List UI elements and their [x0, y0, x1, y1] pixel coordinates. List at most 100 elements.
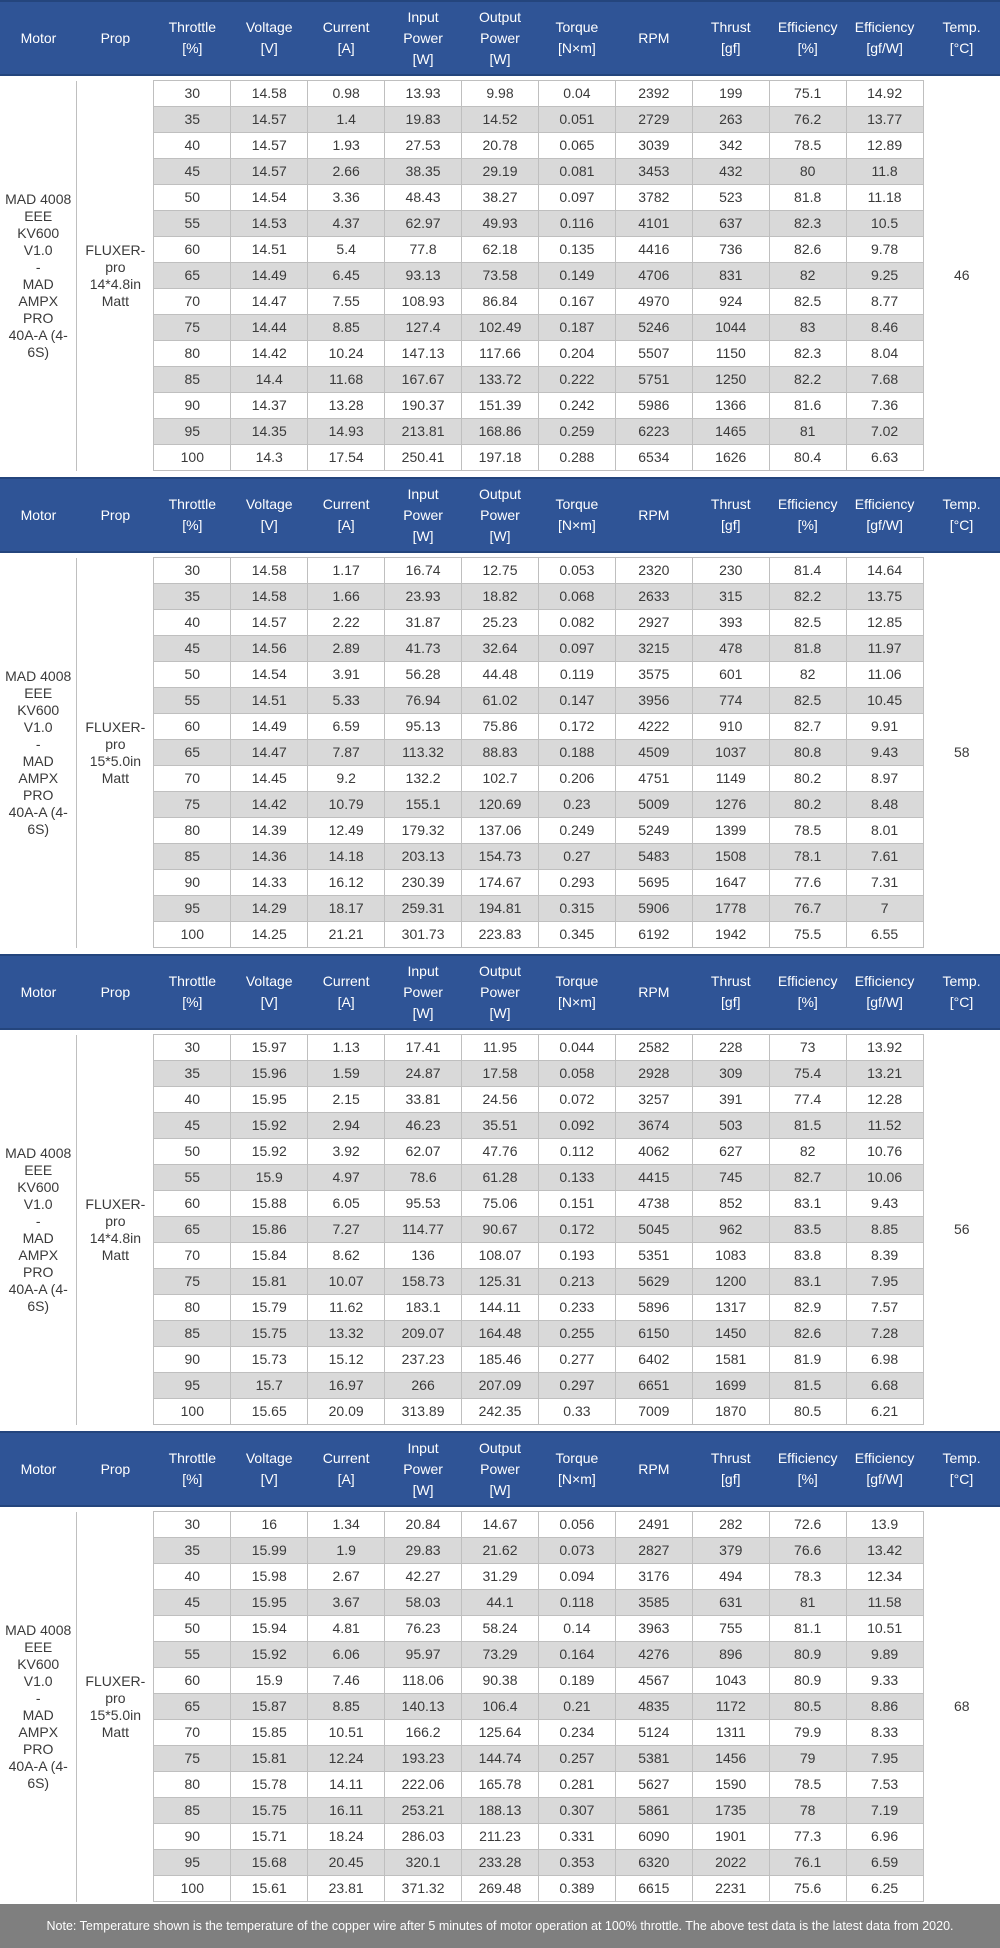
table-cell: 391: [691, 1086, 770, 1113]
table-cell: 44.1: [461, 1589, 539, 1616]
table-cell: 83.1: [768, 1268, 847, 1295]
table-cell: 230.39: [384, 869, 463, 896]
table-row: 95 15.68 20.45 320.1 233.28 0.353 6320 2022 76.1…: [0, 1849, 1000, 1876]
table-cell: 5906: [614, 895, 693, 922]
table-cell: 3.92: [307, 1138, 386, 1165]
table-row: 90 14.37 13.28 190.37 151.39 0.242 5986 1366 81.…: [0, 392, 1000, 419]
table-cell: 1317: [691, 1294, 770, 1321]
table-cell: 0.14: [537, 1615, 616, 1642]
table-cell: 1901: [691, 1823, 770, 1850]
table-cell: 76.23: [384, 1615, 463, 1642]
table-cell: 77.4: [768, 1086, 847, 1113]
table-cell: 125.64: [461, 1719, 539, 1746]
table-cell: 15.81: [230, 1268, 309, 1295]
table-cell: 168.86: [461, 418, 539, 445]
table-row: 45 15.95 3.67 58.03 44.1 0.118 3585 631 81 11.58: [0, 1589, 1000, 1616]
table-cell: 7.31: [845, 869, 924, 896]
header-row: Motor Prop Throttle [%] Voltage [V] Curr…: [0, 478, 1000, 552]
table-cell: 38.27: [461, 184, 539, 211]
table-cell: 18.17: [307, 895, 386, 922]
table-cell: 90: [153, 1823, 232, 1850]
table-row: 60 15.9 7.46 118.06 90.38 0.189 4567 1043 80.9 9.…: [0, 1667, 1000, 1694]
table-row: 80 15.79 11.62 183.1 144.11 0.233 5896 1317 82.9…: [0, 1294, 1000, 1321]
section-1-header: Motor Prop Throttle [%] Voltage [V] Curr…: [0, 0, 1000, 76]
table-cell: 203.13: [384, 843, 463, 870]
table-cell: 269.48: [461, 1875, 539, 1902]
table-cell: 65: [153, 1693, 232, 1720]
table-cell: 10.79: [307, 791, 386, 818]
table-cell: 3575: [614, 661, 693, 688]
table-cell: 193.23: [384, 1745, 463, 1772]
table-cell: 2.22: [307, 609, 386, 636]
table-cell: 6.45: [307, 262, 386, 289]
column-header-thrust: Thrust [gf]: [710, 973, 751, 1010]
table-cell: 100: [153, 1875, 232, 1902]
table-cell: 0.167: [537, 288, 616, 315]
table-cell: 85: [153, 843, 232, 870]
table-cell: 80.2: [768, 765, 847, 792]
table-row: 75 14.42 10.79 155.1 120.69 0.23 5009 1276 80.2 8…: [0, 791, 1000, 818]
table-row: 100 14.25 21.21 301.73 223.83 0.345 6192 1942 75…: [0, 921, 1000, 948]
table-cell: 1.66: [307, 583, 386, 610]
table-cell: 55: [153, 210, 232, 237]
table-cell: 222.06: [384, 1771, 463, 1798]
table-cell: 18.82: [461, 583, 539, 610]
table-cell: 223.83: [461, 921, 539, 948]
table-cell: 81.8: [768, 184, 847, 211]
table-cell: 125.31: [461, 1268, 539, 1295]
table-cell: 13.9: [845, 1511, 924, 1538]
table-cell: 0.116: [537, 210, 616, 237]
table-cell: 4738: [614, 1190, 693, 1217]
table-cell: 11.62: [307, 1294, 386, 1321]
table-cell: 3782: [614, 184, 693, 211]
table-cell: 13.77: [845, 106, 924, 133]
table-cell: 7.57: [845, 1294, 924, 1321]
table-cell: 62.18: [461, 236, 539, 263]
table-cell: 78.5: [768, 1771, 847, 1798]
table-cell: 9.25: [845, 262, 924, 289]
table-cell: 0.288: [537, 444, 616, 471]
table-cell: 4222: [614, 713, 693, 740]
table-cell: 30: [153, 1511, 232, 1538]
table-cell: 79: [768, 1745, 847, 1772]
table-cell: 5507: [614, 340, 693, 367]
table-cell: 0.33: [537, 1398, 616, 1425]
table-row: 90 14.33 16.12 230.39 174.67 0.293 5695 1647 77.…: [0, 869, 1000, 896]
column-header-thrust: Thrust [gf]: [710, 496, 751, 533]
table-cell: 147.13: [384, 340, 463, 367]
table-cell: 601: [691, 661, 770, 688]
table-cell: 14.58: [230, 80, 309, 107]
table-cell: 82.6: [768, 236, 847, 263]
table-cell: 14.57: [230, 132, 309, 159]
table-cell: 31.87: [384, 609, 463, 636]
table-cell: 80.9: [768, 1667, 847, 1694]
table-cell: 14.54: [230, 184, 309, 211]
table-cell: 56.28: [384, 661, 463, 688]
column-header-prop: Prop: [100, 983, 131, 1000]
table-cell: 6.55: [845, 921, 924, 948]
table-cell: 6320: [614, 1849, 693, 1876]
column-header-motor: Motor: [20, 506, 57, 523]
table-row: 90 15.73 15.12 237.23 185.46 0.277 6402 1581 81.…: [0, 1346, 1000, 1373]
column-header-voltage: Voltage [V]: [245, 973, 293, 1010]
table-cell: 237.23: [384, 1346, 463, 1373]
table-row: MAD 4008 EEE KV600 V1.0 - MAD AMPX PRO 4…: [0, 80, 1000, 471]
table-cell: 14.3: [230, 444, 309, 471]
column-header-voltage: Voltage [V]: [245, 496, 293, 533]
table-cell: 15.12: [307, 1346, 386, 1373]
table-row: 85 15.75 16.11 253.21 188.13 0.307 5861 1735 78 7…: [0, 1797, 1000, 1824]
motor-name-cell: MAD 4008 EEE KV600 V1.0 - MAD AMPX PRO 4…: [0, 557, 78, 948]
table-cell: 0.315: [537, 895, 616, 922]
column-header-efficiency-gfw: Efficiency [gf/W]: [854, 1450, 915, 1487]
table-cell: 16.12: [307, 869, 386, 896]
column-header-motor: Motor: [20, 1460, 57, 1477]
table-cell: 144.11: [461, 1294, 539, 1321]
table-cell: 5.4: [307, 236, 386, 263]
table-cell: 35: [153, 1060, 232, 1087]
table-cell: 7.36: [845, 392, 924, 419]
table-cell: 6.98: [845, 1346, 924, 1373]
table-cell: 2.67: [307, 1563, 386, 1590]
table-row: 55 15.92 6.06 95.97 73.29 0.164 4276 896 80.9 9.8…: [0, 1641, 1000, 1668]
table-cell: 736: [691, 236, 770, 263]
motor-name-cell: MAD 4008 EEE KV600 V1.0 - MAD AMPX PRO 4…: [0, 1034, 78, 1425]
